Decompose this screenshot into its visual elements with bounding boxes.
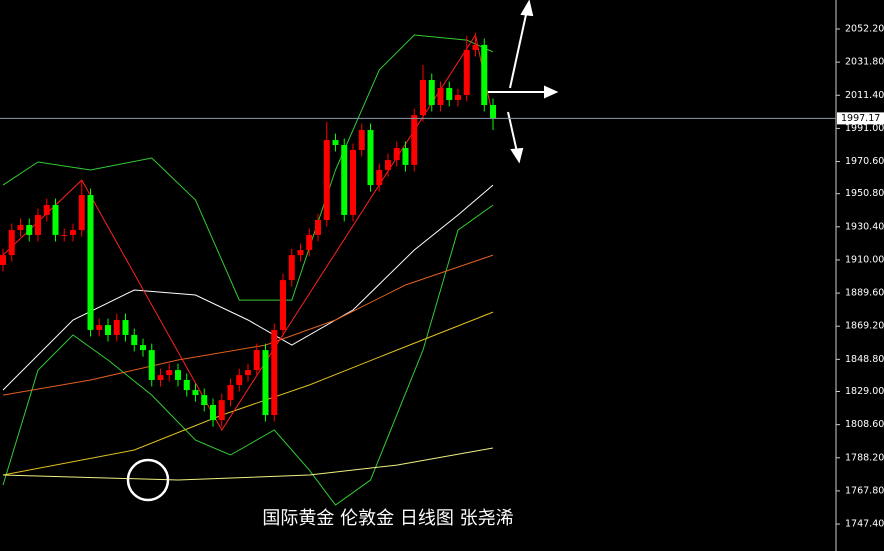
candle-body	[393, 148, 400, 161]
y-tick-label: 1747.40	[845, 519, 884, 530]
current-price-label: 1997.17	[841, 113, 880, 124]
candle-body	[306, 234, 313, 251]
highlight-circle	[126, 458, 170, 502]
candle-body	[70, 230, 76, 235]
arrow-head	[510, 147, 524, 164]
candle-body	[262, 350, 269, 416]
candle-body	[358, 130, 365, 151]
indicator-line	[2, 204, 494, 506]
y-tick-label: 1788.20	[845, 452, 884, 463]
candle-body	[157, 375, 164, 380]
candle-body	[140, 345, 146, 351]
candle-body	[376, 169, 383, 186]
arrow-up	[509, 9, 528, 89]
y-tick-label: 1889.60	[845, 288, 884, 299]
candle-body	[210, 404, 216, 421]
current-price-box	[837, 112, 884, 125]
y-tick-label: 1910.00	[845, 254, 884, 265]
indicator-line	[2, 184, 494, 391]
y-tick-label: 1970.60	[845, 156, 884, 167]
candle-body	[402, 148, 409, 165]
candle-body	[341, 144, 348, 215]
candle-body	[183, 379, 190, 391]
candle-body	[455, 94, 461, 100]
candle-body	[131, 334, 138, 346]
y-tick-label: 1767.80	[845, 485, 884, 496]
candle-body	[87, 194, 94, 330]
candle-body	[26, 225, 33, 235]
indicator-line	[2, 447, 494, 481]
candle-body	[463, 49, 470, 95]
candle-body	[227, 385, 234, 401]
candle-body	[437, 87, 444, 106]
candle-body	[323, 140, 330, 221]
candle-body	[411, 115, 418, 165]
candle-body	[297, 250, 304, 256]
y-tick-label: 1991.00	[845, 123, 884, 134]
y-tick-label: 1950.80	[845, 188, 884, 199]
y-tick-label: 2011.40	[845, 90, 884, 101]
candle-body	[105, 325, 111, 335]
candle-body	[472, 44, 479, 50]
candle-body	[253, 350, 260, 371]
y-tick-label: 1808.60	[845, 419, 884, 430]
candle-body	[201, 395, 208, 405]
candle-body	[332, 140, 339, 145]
candle-body	[385, 160, 391, 170]
candle-body	[481, 44, 488, 106]
candle-body	[35, 214, 41, 235]
candle-body	[271, 329, 278, 416]
candle-body	[280, 280, 286, 330]
y-tick-label: 1869.20	[845, 321, 884, 332]
indicator-line	[2, 34, 494, 301]
y-tick-label: 1930.40	[845, 221, 884, 232]
candle-body	[245, 370, 251, 376]
y-tick-label: 1848.80	[845, 354, 884, 365]
candle-body	[8, 230, 15, 256]
candle-body	[113, 320, 120, 335]
candle-body	[236, 375, 243, 386]
candle-body	[166, 370, 173, 376]
y-tick-label: 1829.00	[845, 386, 884, 397]
candle-body	[218, 400, 225, 421]
candle-body	[446, 87, 453, 100]
candle-body	[288, 255, 295, 281]
candle-body	[122, 320, 129, 335]
candle-body	[61, 234, 68, 236]
candle-body	[0, 255, 6, 265]
candle-body	[78, 194, 85, 231]
candle-body	[43, 205, 50, 215]
y-tick-label: 2031.80	[845, 57, 884, 68]
y-tick-label: 2052.20	[845, 24, 884, 35]
arrow-head	[520, 0, 534, 17]
candle-body	[96, 325, 103, 330]
candle-body	[17, 225, 24, 231]
candle-body	[192, 390, 199, 396]
candle-body	[315, 220, 321, 235]
candle-body	[148, 350, 155, 380]
candle-body	[52, 205, 59, 235]
candle-body	[428, 80, 435, 106]
candle-body	[420, 80, 426, 116]
candle-body	[490, 105, 496, 119]
arrow-head	[544, 85, 559, 99]
caption: 国际黄金 伦敦金 日线图 张尧浠	[262, 508, 513, 529]
plot-area	[0, 32, 496, 506]
candle-body	[350, 150, 356, 215]
candle-body	[175, 370, 181, 380]
candle-body	[367, 130, 374, 186]
